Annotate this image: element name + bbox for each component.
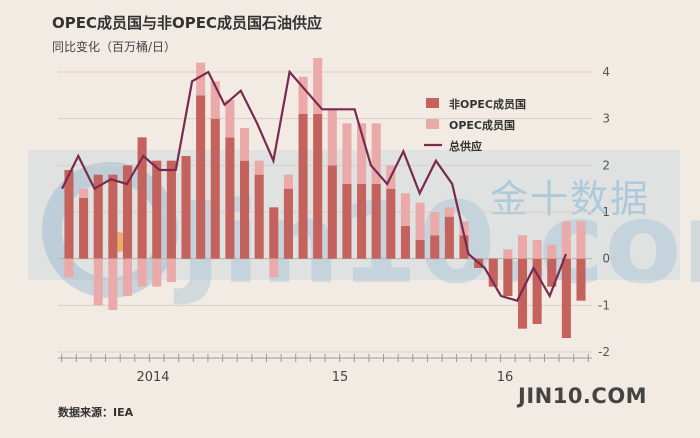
bar-opec <box>269 258 279 278</box>
bar-opec <box>444 207 454 217</box>
bar-opec <box>430 212 440 236</box>
bar-non-opec <box>79 198 89 259</box>
bar-non-opec <box>210 118 220 259</box>
chart-subtitle: 同比变化（百万桶/日） <box>52 40 177 54</box>
bar-non-opec <box>137 137 147 259</box>
bar-non-opec <box>283 188 293 259</box>
y-tick-label: 0 <box>602 252 610 266</box>
bar-non-opec <box>313 114 323 259</box>
bar-opec <box>547 244 557 259</box>
bar-opec <box>415 202 425 240</box>
bar-non-opec <box>196 95 206 259</box>
bar-non-opec <box>269 207 279 259</box>
bar-non-opec <box>444 216 454 259</box>
bar-opec <box>64 258 74 278</box>
bar-non-opec <box>532 258 542 324</box>
bar-opec <box>532 240 542 259</box>
bar-opec <box>166 258 176 282</box>
bar-non-opec <box>327 165 337 259</box>
x-tick-label: 15 <box>332 370 349 385</box>
y-tick-label: -2 <box>598 345 610 359</box>
bar-opec <box>327 109 337 166</box>
y-tick-label: -1 <box>598 298 610 312</box>
watermark-url: JIN10.COM <box>518 384 648 408</box>
bar-non-opec <box>517 258 528 329</box>
bar-opec <box>517 235 528 259</box>
y-tick-label: 2 <box>602 158 610 172</box>
watermark-text: 金十数据 <box>490 177 651 221</box>
bar-opec <box>239 128 250 161</box>
bar-non-opec <box>415 240 425 259</box>
bar-non-opec <box>64 170 74 259</box>
bar-non-opec <box>503 258 513 296</box>
bar-opec <box>576 221 586 259</box>
bar-non-opec <box>576 258 586 301</box>
bar-non-opec <box>547 258 557 287</box>
bar-opec <box>313 58 323 114</box>
bar-opec <box>298 76 308 114</box>
bar-non-opec <box>225 137 235 259</box>
bar-opec <box>210 81 220 119</box>
bar-opec <box>459 221 469 236</box>
bar-opec <box>342 123 352 184</box>
bar-non-opec <box>166 160 176 259</box>
y-tick-label: 4 <box>602 65 610 79</box>
chart-title: OPEC成员国与非OPEC成员国石油供应 <box>52 14 323 32</box>
bar-non-opec <box>181 156 191 259</box>
bar-non-opec <box>93 174 103 259</box>
bar-opec <box>225 100 235 138</box>
bar-non-opec <box>561 258 571 338</box>
bar-non-opec <box>371 184 381 259</box>
source-note: 数据来源：IEA <box>58 406 134 419</box>
bar-opec <box>196 62 206 96</box>
bar-non-opec <box>239 160 250 259</box>
bar-non-opec <box>386 188 396 259</box>
bar-opec <box>79 188 89 198</box>
bar-non-opec <box>357 184 367 259</box>
bar-opec <box>283 174 293 189</box>
bar-opec <box>152 258 162 287</box>
bar-opec <box>137 258 147 287</box>
bar-opec <box>254 160 264 175</box>
legend-swatch <box>426 119 439 129</box>
legend-label: 总供应 <box>449 139 482 153</box>
bar-opec <box>400 193 411 226</box>
y-tick-label: 1 <box>602 205 610 219</box>
bar-non-opec <box>488 258 498 287</box>
bar-non-opec <box>122 165 133 259</box>
bar-non-opec <box>400 226 411 259</box>
bar-opec <box>371 123 381 184</box>
legend-swatch <box>426 98 439 108</box>
y-tick-label: 3 <box>602 112 610 126</box>
bar-non-opec <box>152 160 162 259</box>
bar-opec <box>357 123 367 184</box>
bar-non-opec <box>298 114 308 259</box>
bar-non-opec <box>459 235 469 259</box>
legend-label: OPEC成员国 <box>449 118 515 132</box>
bar-opec <box>122 258 133 296</box>
bar-opec <box>93 258 103 306</box>
x-tick-label: 16 <box>497 370 514 385</box>
bar-non-opec <box>430 235 440 259</box>
bar-opec <box>561 221 571 259</box>
x-tick-label: 2014 <box>136 370 169 385</box>
bar-opec <box>108 258 118 310</box>
total-supply-line <box>61 69 568 303</box>
bar-non-opec <box>108 174 118 259</box>
bar-non-opec <box>342 184 352 259</box>
bar-opec <box>503 249 513 259</box>
bar-non-opec <box>254 174 264 259</box>
legend-label: 非OPEC成员国 <box>449 97 526 111</box>
